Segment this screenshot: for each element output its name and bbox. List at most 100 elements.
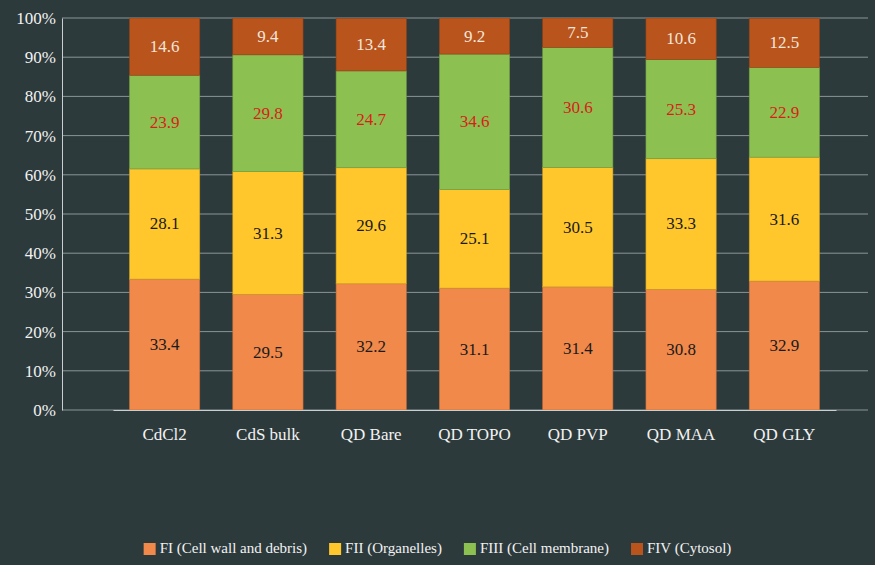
y-axis-line [62, 19, 63, 411]
bar-segment [233, 55, 303, 172]
data-label: 10.6 [666, 29, 696, 48]
x-tick-label: QD GLY [753, 425, 815, 444]
bar-segment [646, 60, 716, 159]
background [0, 0, 875, 565]
y-tick-label: 100% [16, 9, 56, 28]
data-label: 9.4 [257, 27, 279, 46]
y-tick-label: 70% [25, 127, 56, 146]
y-tick: 80% [25, 87, 62, 106]
data-label: 34.6 [460, 112, 490, 131]
bars [130, 18, 820, 410]
data-label: 24.7 [356, 110, 386, 129]
bar-segment [233, 294, 303, 410]
bar-segment [336, 18, 406, 71]
bar-segment [439, 190, 509, 288]
legend-label: FIII (Cell membrane) [480, 540, 609, 557]
data-label: 31.6 [769, 210, 799, 229]
bar-segment [543, 287, 613, 410]
x-axis-line [114, 410, 837, 411]
grid [62, 18, 868, 410]
bar-segment [130, 18, 200, 75]
data-label: 29.6 [356, 216, 386, 235]
bar-segment [439, 288, 509, 410]
chart: 0%10%20%30%40%50%60%70%80%90%100%CdCl2Cd… [0, 0, 875, 565]
y-tick-label: 30% [25, 283, 56, 302]
data-label: 33.4 [150, 335, 180, 354]
bar-segment [543, 167, 613, 287]
y-tick: 70% [25, 127, 62, 146]
y-tick: 90% [25, 48, 62, 67]
bar-segment [543, 18, 613, 47]
data-label: 12.5 [769, 33, 799, 52]
bar-segment [749, 18, 819, 67]
bar-segment [336, 71, 406, 168]
x-tick-label: QD Bare [341, 425, 402, 444]
data-label: 33.3 [666, 214, 696, 233]
legend-swatch [631, 543, 643, 555]
legend-swatch [464, 543, 476, 555]
y-tick-label: 20% [25, 323, 56, 342]
x-tick-label: QD TOPO [438, 425, 511, 444]
y-tick-label: 80% [25, 87, 56, 106]
x-tick: QD Bare [341, 410, 402, 444]
x-tick: QD PVP [548, 410, 608, 444]
bar-segment [336, 284, 406, 410]
legend-item: FI (Cell wall and debris) [144, 540, 307, 557]
data-label: 29.5 [253, 343, 283, 362]
data-label: 31.4 [563, 339, 593, 358]
data-label: 32.2 [356, 337, 386, 356]
data-label: 32.9 [769, 336, 799, 355]
bar-segment [749, 157, 819, 281]
x-tick-label: QD PVP [548, 425, 608, 444]
data-label: 30.6 [563, 98, 593, 117]
x-tick-label: CdCl2 [142, 425, 186, 444]
legend-label: FII (Organelles) [345, 540, 442, 557]
y-tick-label: 90% [25, 48, 56, 67]
data-label: 25.3 [666, 100, 696, 119]
y-tick: 10% [25, 362, 62, 381]
x-axis: CdCl2 CdS bulk QD Bare QD TOPO QD PVP QD MAA Q… [114, 410, 837, 444]
x-tick: CdCl2 [142, 410, 186, 444]
bar-segment [130, 279, 200, 410]
x-tick-label: CdS bulk [236, 425, 300, 444]
legend-item: FII (Organelles) [329, 540, 442, 557]
legend-item: FIII (Cell membrane) [464, 540, 609, 557]
x-tick: QD TOPO [438, 410, 511, 444]
data-label: 25.1 [460, 229, 490, 248]
y-tick: 40% [25, 244, 62, 263]
x-tick-label: QD MAA [647, 425, 716, 444]
y-tick: 50% [25, 205, 62, 224]
y-tick-label: 10% [25, 362, 56, 381]
y-tick: 0% [33, 401, 62, 420]
legend-item: FIV (Cytosol) [631, 540, 731, 557]
data-label: 28.1 [150, 214, 180, 233]
data-label: 31.3 [253, 224, 283, 243]
bar-segment [336, 168, 406, 284]
data-label: 14.6 [150, 37, 180, 56]
y-tick-label: 0% [33, 401, 56, 420]
data-label: 29.8 [253, 104, 283, 123]
legend: FI (Cell wall and debris) FII (Organelles… [144, 540, 732, 557]
data-label: 9.2 [464, 27, 485, 46]
bar-segment [646, 18, 716, 60]
bar-segment [233, 18, 303, 55]
x-tick: QD MAA [647, 410, 716, 444]
y-tick-label: 50% [25, 205, 56, 224]
bar-segment [130, 169, 200, 279]
legend-label: FIV (Cytosol) [647, 540, 731, 557]
bar-segment [130, 75, 200, 169]
series [130, 18, 820, 75]
data-label: 31.1 [460, 340, 490, 359]
bar-segment [543, 47, 613, 167]
bar-segment [749, 67, 819, 157]
legend-swatch [144, 543, 156, 555]
y-tick: 20% [25, 323, 62, 342]
y-axis: 0%10%20%30%40%50%60%70%80%90%100% [16, 9, 62, 420]
bar-segment [646, 159, 716, 290]
data-label: 23.9 [150, 113, 180, 132]
x-tick: CdS bulk [236, 410, 300, 444]
legend-label: FI (Cell wall and debris) [160, 540, 307, 557]
bar-segment [439, 54, 509, 190]
bar-segment [646, 289, 716, 410]
data-label: 22.9 [769, 103, 799, 122]
